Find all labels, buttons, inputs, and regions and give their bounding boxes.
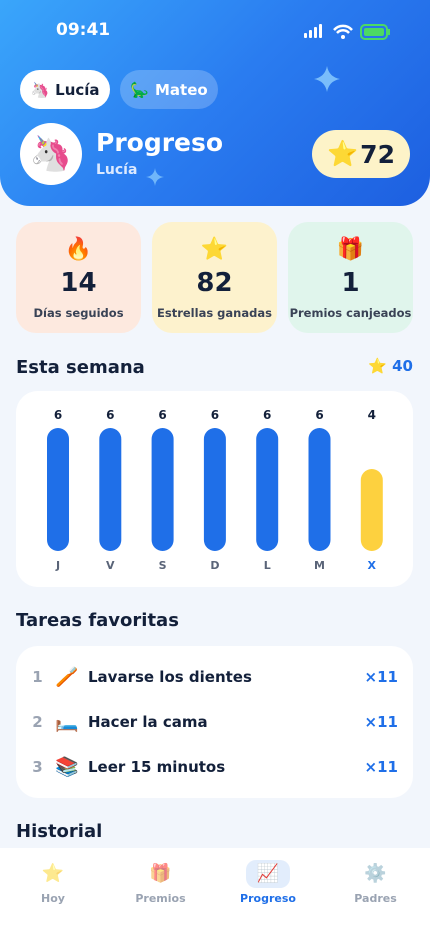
bar — [99, 428, 122, 551]
bar — [151, 428, 174, 551]
stat-label: Días seguidos — [33, 306, 124, 320]
bar — [256, 428, 279, 551]
stat-icon: ⭐ — [200, 237, 229, 262]
count: ×11 — [364, 667, 398, 686]
count: ×11 — [364, 712, 398, 731]
tab-icon: 📈 — [246, 860, 290, 888]
favorite-row: 3 📚 Leer 15 minutos ×11 — [16, 744, 413, 789]
stat-value: 82 — [196, 268, 233, 298]
star-icon: ⭐ — [327, 139, 359, 168]
page-title: Progreso — [96, 128, 224, 157]
name: Lucía — [55, 80, 100, 99]
stat-label: Premios canjeados — [289, 306, 412, 320]
day-label: X — [368, 559, 377, 572]
total: 40 — [392, 357, 413, 375]
day-label: S — [159, 559, 167, 572]
tab-icon: 🎁 — [149, 863, 172, 884]
favorite-row: 2 🛏️ Hacer la cama ×11 — [16, 699, 413, 744]
status-icons — [304, 24, 390, 40]
tab[interactable]: 🎁 Premios — [116, 848, 206, 905]
stat-label: Estrellas ganadas — [157, 306, 272, 320]
bar — [47, 428, 69, 551]
value-label: 6 — [211, 408, 219, 422]
status-time: 09:41 — [56, 20, 111, 40]
bar — [308, 428, 331, 551]
stat-card: 🎁 1 Premios canjeados — [288, 222, 413, 333]
stat-card: 🔥 14 Días seguidos — [16, 222, 141, 333]
section-title: Esta semana — [16, 357, 145, 378]
emoji: 🛏️ — [55, 711, 79, 733]
favorite-row: 1 🪥 Lavarse los dientes ×11 — [16, 654, 413, 699]
bar — [360, 469, 383, 551]
star-count: 72 — [360, 139, 395, 169]
tab-icon: ⭐ — [41, 863, 65, 884]
value-label: 6 — [54, 408, 62, 422]
star-icon: ⭐ — [368, 357, 387, 375]
emoji: 🦄 — [30, 80, 50, 99]
tab-label: Progreso — [240, 892, 296, 905]
favorites-card — [16, 646, 413, 798]
tab-label: Padres — [354, 892, 397, 905]
profile-pill[interactable]: 🦕 Mateo — [120, 70, 218, 109]
count: ×11 — [364, 757, 398, 776]
rank: 1 — [32, 667, 43, 686]
tab-label: Premios — [135, 892, 186, 905]
day-label: V — [106, 559, 115, 572]
rank: 2 — [32, 712, 43, 731]
tab-bar: ⭐ Hoy 🎁 Premios 📈 Progreso ⚙️ Padres — [0, 848, 430, 934]
rank: 3 — [32, 757, 43, 776]
day-label: M — [314, 559, 325, 572]
task-name: Leer 15 minutos — [88, 757, 226, 776]
value-label: 6 — [106, 408, 114, 422]
bar — [203, 428, 226, 551]
tab[interactable]: ⚙️ Padres — [331, 848, 421, 905]
tab[interactable]: ⭐ Hoy — [8, 848, 98, 905]
week-chart: 6 J 6 V 6 S 6 D 6 L 6 M 4 X — [16, 391, 413, 587]
day-label: D — [210, 559, 219, 572]
sparkle — [314, 66, 340, 92]
week-total: ⭐ 40 — [368, 357, 413, 375]
task-name: Lavarse los dientes — [88, 667, 252, 686]
value-label: 6 — [263, 408, 271, 422]
avatar: 🦄 — [20, 123, 82, 185]
stat-value: 14 — [60, 268, 97, 298]
sparkle — [146, 168, 164, 186]
subtitle: Lucía — [96, 162, 138, 178]
name: Mateo — [154, 80, 208, 99]
emoji: 📚 — [55, 756, 79, 778]
emoji: 🦕 — [130, 80, 149, 99]
stat-card: ⭐ 82 Estrellas ganadas — [152, 222, 277, 333]
day-label: L — [264, 559, 271, 572]
tab-icon: ⚙️ — [364, 863, 387, 884]
stat-icon: 🎁 — [336, 237, 365, 262]
section-title: Tareas favoritas — [16, 610, 179, 631]
tab[interactable]: 📈 Progreso — [223, 848, 313, 905]
stat-icon: 🔥 — [64, 237, 93, 262]
section-title: Historial — [16, 821, 103, 842]
task-name: Hacer la cama — [88, 712, 208, 731]
tab-label: Hoy — [41, 892, 65, 905]
stat-value: 1 — [341, 268, 360, 298]
profile-pill[interactable]: 🦄 Lucía — [20, 70, 110, 109]
value-label: 6 — [315, 408, 323, 422]
star-balance: ⭐ 72 — [312, 130, 410, 178]
value-label: 6 — [158, 408, 166, 422]
day-label: J — [55, 559, 60, 572]
value-label: 4 — [368, 408, 376, 422]
emoji: 🪥 — [55, 666, 79, 688]
